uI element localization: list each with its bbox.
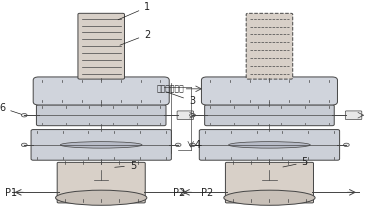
Text: 1: 1	[118, 2, 150, 20]
Text: P1: P1	[4, 188, 17, 198]
FancyBboxPatch shape	[177, 111, 193, 119]
Circle shape	[175, 143, 181, 147]
FancyBboxPatch shape	[205, 105, 334, 126]
Text: 3: 3	[166, 92, 195, 106]
Circle shape	[190, 114, 195, 117]
Circle shape	[22, 143, 27, 147]
FancyBboxPatch shape	[31, 130, 172, 160]
Ellipse shape	[224, 190, 315, 205]
FancyBboxPatch shape	[201, 77, 338, 105]
Circle shape	[343, 143, 349, 147]
Circle shape	[190, 143, 195, 147]
Ellipse shape	[228, 142, 310, 148]
FancyBboxPatch shape	[36, 105, 166, 126]
FancyBboxPatch shape	[345, 111, 362, 119]
Text: 5: 5	[115, 161, 136, 171]
FancyBboxPatch shape	[57, 162, 145, 203]
Text: 5: 5	[283, 157, 308, 167]
Text: 供氮装置阀前: 供氮装置阀前	[157, 84, 184, 93]
FancyBboxPatch shape	[78, 13, 124, 79]
Text: 2: 2	[120, 29, 150, 45]
FancyBboxPatch shape	[246, 13, 293, 79]
FancyBboxPatch shape	[199, 130, 339, 160]
Ellipse shape	[60, 142, 142, 148]
Text: P2: P2	[173, 188, 185, 198]
Text: 4: 4	[194, 140, 200, 150]
Circle shape	[22, 114, 27, 117]
FancyBboxPatch shape	[33, 77, 169, 105]
Ellipse shape	[55, 190, 147, 205]
Text: P2: P2	[201, 188, 214, 198]
FancyBboxPatch shape	[226, 162, 314, 203]
Text: 6: 6	[0, 103, 22, 114]
